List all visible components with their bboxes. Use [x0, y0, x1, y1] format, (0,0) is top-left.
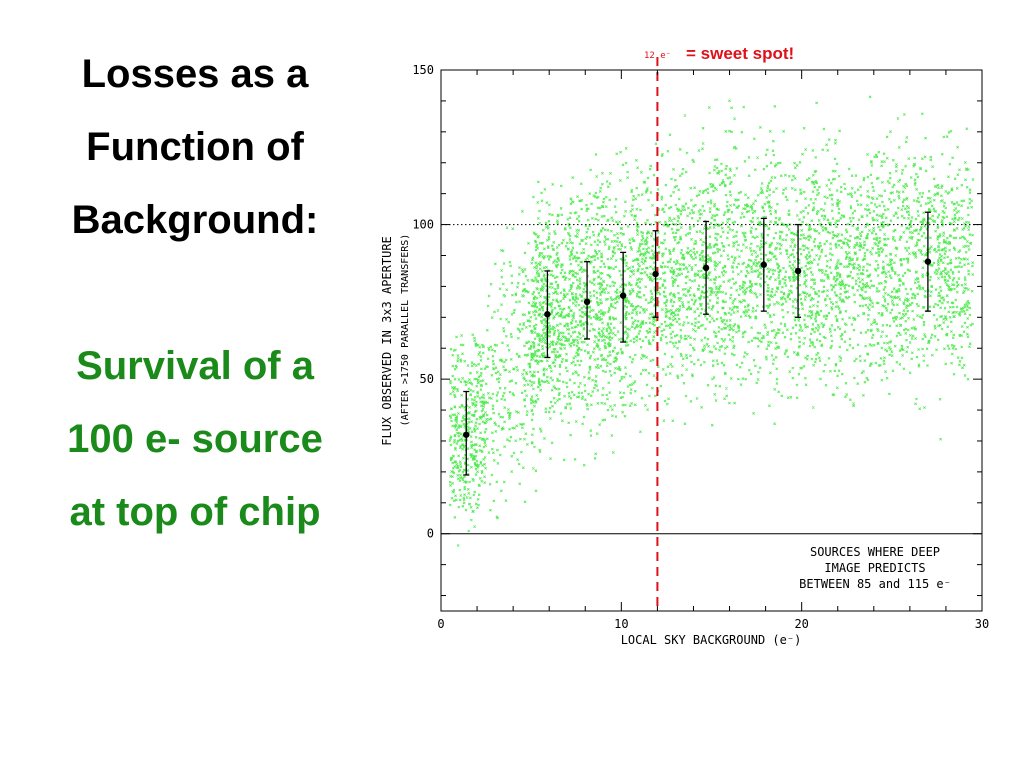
x-tick-label: 20 [794, 617, 808, 631]
y-tick-label: 100 [412, 218, 434, 232]
mean-marker [583, 298, 591, 306]
mean-marker [924, 258, 932, 265]
binned-mean-point [924, 211, 932, 312]
mean-marker [794, 267, 802, 275]
subtitle-line: 100 e- source [67, 417, 323, 461]
legend-line: BETWEEN 85 and 115 e⁻ [799, 577, 951, 591]
binned-mean-point [463, 390, 470, 476]
binned-mean-point [583, 261, 591, 340]
binned-mean-point [619, 251, 627, 343]
mean-marker [619, 292, 627, 299]
mean-marker [702, 264, 710, 272]
legend-line: SOURCES WHERE DEEP [810, 545, 940, 559]
subtitle-line: at top of chip [69, 490, 321, 534]
y-axis-sublabel: (AFTER >1750 PARALLEL TRANSFERS) [400, 234, 411, 427]
mean-marker [463, 431, 470, 438]
x-axis-label: LOCAL SKY BACKGROUND (e⁻) [621, 633, 802, 647]
x-tick-label: 30 [975, 617, 989, 631]
title-line: Losses as a [81, 52, 309, 96]
marker-label: 12 e⁻ [644, 51, 671, 61]
plot-border [440, 69, 983, 612]
scatter-point-cloud [448, 95, 975, 547]
title-line: Background: [71, 198, 319, 242]
binned-means [463, 211, 932, 476]
mean-marker [652, 270, 659, 278]
slide-subtitle: Survival of a 100 e- source at top of ch… [20, 330, 370, 549]
plot-frame [440, 69, 983, 612]
y-tick-label: 150 [412, 63, 434, 77]
x-tick-label: 0 [437, 617, 444, 631]
reference-lines [441, 57, 982, 611]
title-line: Function of [86, 125, 304, 169]
binned-mean-point [794, 223, 802, 318]
legend-box: SOURCES WHERE DEEP IMAGE PREDICTS BETWEE… [799, 545, 951, 591]
scatter-points [448, 95, 975, 547]
slide-text: Losses as a Function of Background: Surv… [20, 38, 370, 549]
slide-title: Losses as a Function of Background: [20, 38, 370, 257]
y-tick-label: 50 [420, 372, 434, 386]
subtitle-line: Survival of a [76, 344, 314, 388]
x-tick-label: 10 [614, 617, 628, 631]
y-axis-label: FLUX OBSERVED IN 3x3 APERTURE [380, 236, 394, 446]
legend-line: IMAGE PREDICTS [824, 561, 925, 575]
y-tick-label: 0 [427, 527, 434, 541]
axis-ticks: 0 10 20 30 0 50 100 150 [412, 63, 989, 631]
mean-marker [760, 261, 767, 268]
mean-marker [544, 311, 551, 318]
sweet-spot-label: = sweet spot! [686, 44, 794, 63]
binned-mean-point [760, 217, 767, 312]
binned-mean-point [652, 230, 659, 318]
scatter-chart: 12 e⁻ = sweet spot! 0 10 20 30 0 50 100 150 LOC… [380, 44, 989, 647]
binned-mean-point [544, 270, 551, 359]
binned-mean-point [702, 220, 710, 315]
